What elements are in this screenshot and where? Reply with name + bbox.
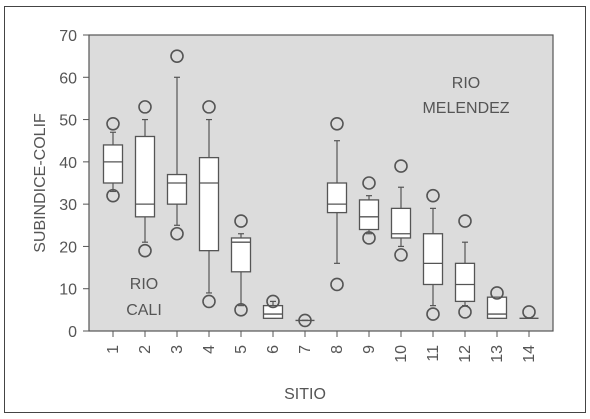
box-site-7: [295, 313, 315, 328]
y-tick-label: 30: [59, 197, 77, 214]
annotation-rio-cali-line1: RIO: [130, 276, 158, 293]
boxes: [102, 49, 539, 328]
annotation-rio-melendez-line2: MELENDEZ: [422, 100, 509, 117]
chart-frame: 0 10 20 30 40 50 60 70 1 2 3 4 5 6 7 8 9 10 11 12 13 14 SUBI…: [4, 6, 586, 413]
outlier-point: [170, 49, 184, 63]
outlier-point: [362, 176, 376, 190]
outlier-point: [234, 303, 248, 317]
outlier-point: [394, 248, 408, 262]
box-iqr: [102, 144, 124, 184]
outlier-point: [330, 277, 344, 292]
x-tick-label: 11: [425, 345, 442, 362]
outlier-point: [298, 313, 312, 328]
box-iqr: [134, 135, 156, 218]
x-tick-label: 5: [233, 345, 250, 354]
outlier-point: [266, 294, 280, 309]
x-tick-label: 1: [105, 345, 122, 354]
outlier-point: [426, 188, 440, 203]
box-iqr: [358, 199, 380, 231]
y-tick-label: 10: [59, 282, 77, 299]
box-site-1: [102, 117, 124, 203]
box-site-6: [262, 294, 284, 319]
box-site-14: [519, 305, 539, 319]
box-site-2: [134, 100, 156, 258]
outlier-point: [106, 188, 120, 203]
plot-area: [89, 35, 553, 331]
outlier-point: [138, 243, 152, 258]
x-tick-label: 6: [265, 345, 282, 354]
box-iqr: [486, 296, 508, 319]
plot-border: [88, 34, 554, 332]
x-tick-label: 14: [521, 345, 538, 363]
box-site-12: [454, 214, 476, 319]
outlier-point: [330, 117, 344, 131]
y-axis-label: SUBINDICE-COLIF: [32, 113, 49, 253]
box-site-8: [326, 117, 348, 292]
box-iqr: [390, 207, 412, 239]
x-tick-label: 3: [169, 345, 186, 354]
x-axis-label: SITIO: [284, 386, 326, 403]
x-tick-label: 13: [489, 345, 506, 363]
box-site-13: [486, 286, 508, 319]
outlier-point: [362, 231, 376, 245]
outlier-point: [106, 117, 120, 131]
y-tick-label: 50: [59, 113, 77, 130]
outlier-point: [202, 100, 216, 114]
outlier-point: [170, 226, 184, 241]
outlier-point: [490, 286, 504, 300]
outlier-point: [458, 305, 472, 319]
outlier-point: [138, 100, 152, 114]
outlier-point: [426, 307, 440, 321]
outlier-point: [394, 159, 408, 173]
annotation-rio-cali-line2: CALI: [126, 302, 162, 319]
outlier-point: [522, 305, 536, 319]
y-tick-labels: 0 10 20 30 40 50 60 70: [59, 28, 77, 341]
box-site-4: [198, 100, 220, 309]
axes: [83, 34, 554, 337]
outlier-point: [458, 214, 472, 228]
y-tick-label: 20: [59, 239, 77, 256]
box-site-11: [422, 188, 444, 321]
x-tick-label: 12: [457, 345, 474, 363]
x-tick-label: 7: [297, 345, 314, 354]
x-tick-labels: 1 2 3 4 5 6 7 8 9 10 11 12 13 14: [105, 345, 538, 363]
x-tick-label: 9: [361, 345, 378, 354]
x-tick-label: 8: [329, 345, 346, 354]
outlier-point: [234, 214, 248, 228]
box-site-3: [166, 49, 188, 241]
x-tick-label: 2: [137, 345, 154, 354]
y-tick-label: 60: [59, 70, 77, 87]
outlier-point: [202, 294, 216, 309]
x-tick-label: 4: [201, 345, 218, 354]
box-site-5: [230, 214, 252, 317]
box-iqr: [326, 182, 348, 214]
x-tick-label: 10: [393, 345, 410, 363]
box-iqr: [422, 233, 444, 286]
y-tick-label: 70: [59, 28, 77, 45]
box-site-9: [358, 176, 380, 245]
box-iqr: [166, 173, 188, 205]
box-iqr: [454, 262, 476, 303]
box-iqr: [198, 156, 220, 252]
annotation-rio-melendez-line1: RIO: [452, 75, 480, 92]
box-site-10: [390, 159, 412, 262]
y-tick-label: 0: [68, 324, 77, 341]
box-iqr: [262, 304, 284, 319]
y-tick-label: 40: [59, 155, 77, 172]
box-iqr: [230, 237, 252, 273]
